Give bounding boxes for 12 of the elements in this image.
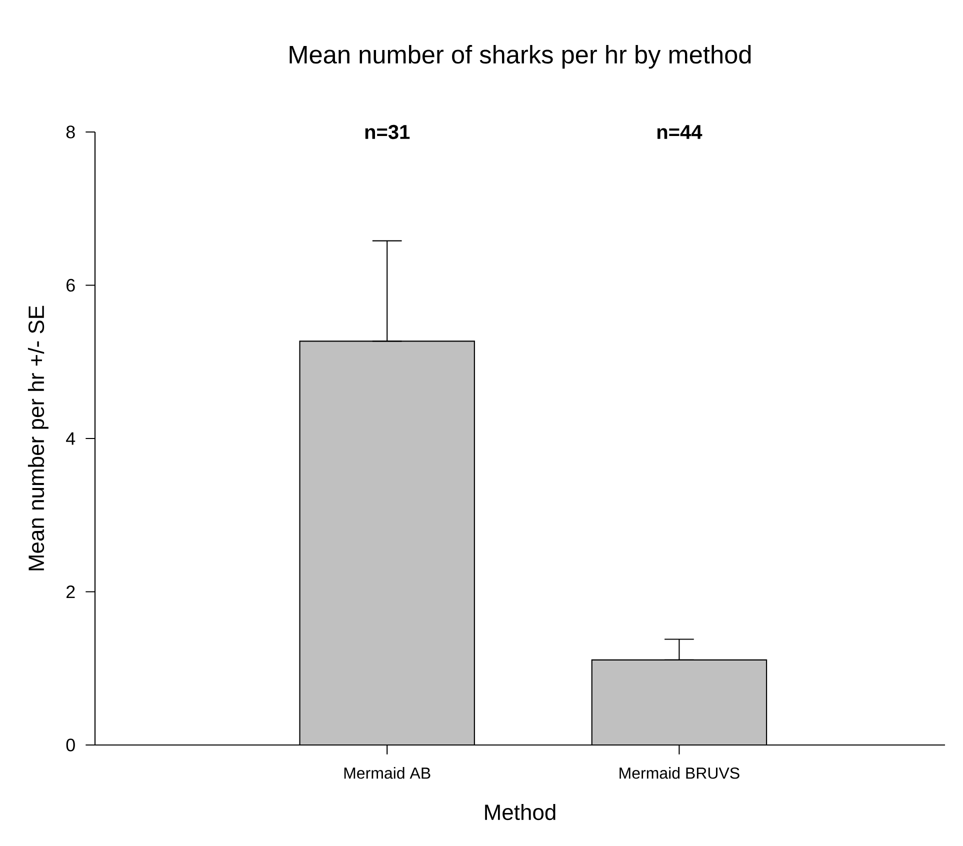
- y-axis-title: Mean number per hr +/- SE: [28, 306, 48, 570]
- y-tick-label: 4: [66, 432, 76, 445]
- x-axis-title: Method: [485, 804, 556, 820]
- x-tick-label: Mermaid BRUVS: [620, 767, 740, 779]
- y-tick-label: 6: [66, 278, 75, 292]
- y-tick-label: 2: [66, 585, 75, 598]
- annotation: n=44: [657, 125, 702, 139]
- y-tick-label: 0: [66, 738, 75, 752]
- x-tick-label: Mermaid AB: [344, 767, 430, 779]
- chart-title: Mean number of sharks per hr by method: [290, 45, 751, 69]
- y-tick-label: 8: [66, 126, 75, 138]
- annotation: n=31: [365, 124, 410, 140]
